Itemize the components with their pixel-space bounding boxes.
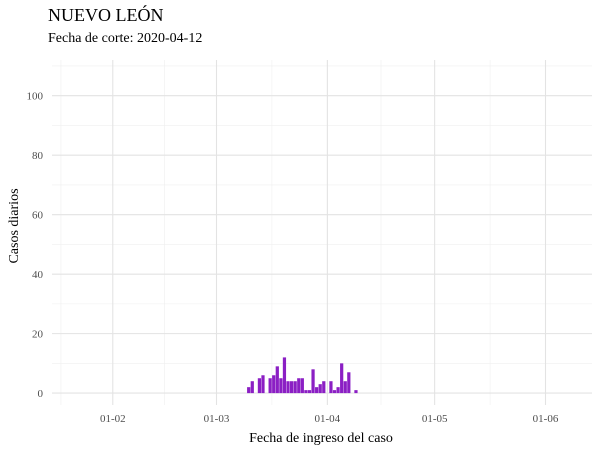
bar (340, 363, 344, 394)
x-tick-label: 01-02 (100, 413, 126, 425)
bar (315, 387, 319, 394)
bar (322, 381, 326, 394)
bars (247, 357, 358, 394)
y-tick-label: 100 (27, 91, 44, 103)
x-tick-label: 01-05 (422, 413, 448, 425)
x-tick-label: 01-03 (204, 413, 230, 425)
bar (275, 366, 279, 394)
y-axis-ticks: 0 20 40 60 80 100 (27, 91, 44, 400)
x-axis-ticks: 01-02 01-03 01-04 01-05 01-06 (100, 413, 559, 425)
y-tick-label: 20 (32, 329, 44, 341)
bar (282, 357, 287, 394)
bar (289, 381, 294, 394)
y-tick-label: 40 (32, 269, 44, 281)
bar (257, 378, 262, 394)
y-tick-label: 0 (38, 388, 44, 400)
bar (332, 390, 337, 394)
grid (52, 60, 592, 405)
bar (318, 384, 322, 394)
bar (343, 381, 347, 394)
bar (247, 387, 251, 394)
bar (336, 387, 340, 394)
bar (293, 381, 297, 394)
y-tick-label: 80 (32, 150, 44, 162)
x-axis-title: Fecha de ingreso del caso (249, 431, 393, 446)
bar (272, 375, 276, 394)
bar (250, 381, 254, 394)
chart-title: NUEVO LEÓN (48, 4, 163, 25)
bar (268, 378, 272, 394)
bar (311, 369, 315, 394)
bar (329, 381, 333, 394)
bar (297, 378, 301, 394)
bar (279, 378, 283, 394)
bar (354, 390, 358, 394)
bar (286, 381, 290, 394)
bar (261, 375, 265, 394)
x-tick-label: 01-06 (533, 413, 559, 425)
y-axis-title: Casos diarios (7, 188, 22, 263)
x-tick-label: 01-04 (315, 413, 341, 425)
bar (304, 390, 308, 394)
chart-subtitle: Fecha de corte: 2020-04-12 (48, 31, 202, 46)
bar (347, 372, 351, 394)
bar (307, 390, 312, 394)
bar (300, 378, 304, 394)
y-tick-label: 60 (32, 210, 44, 222)
